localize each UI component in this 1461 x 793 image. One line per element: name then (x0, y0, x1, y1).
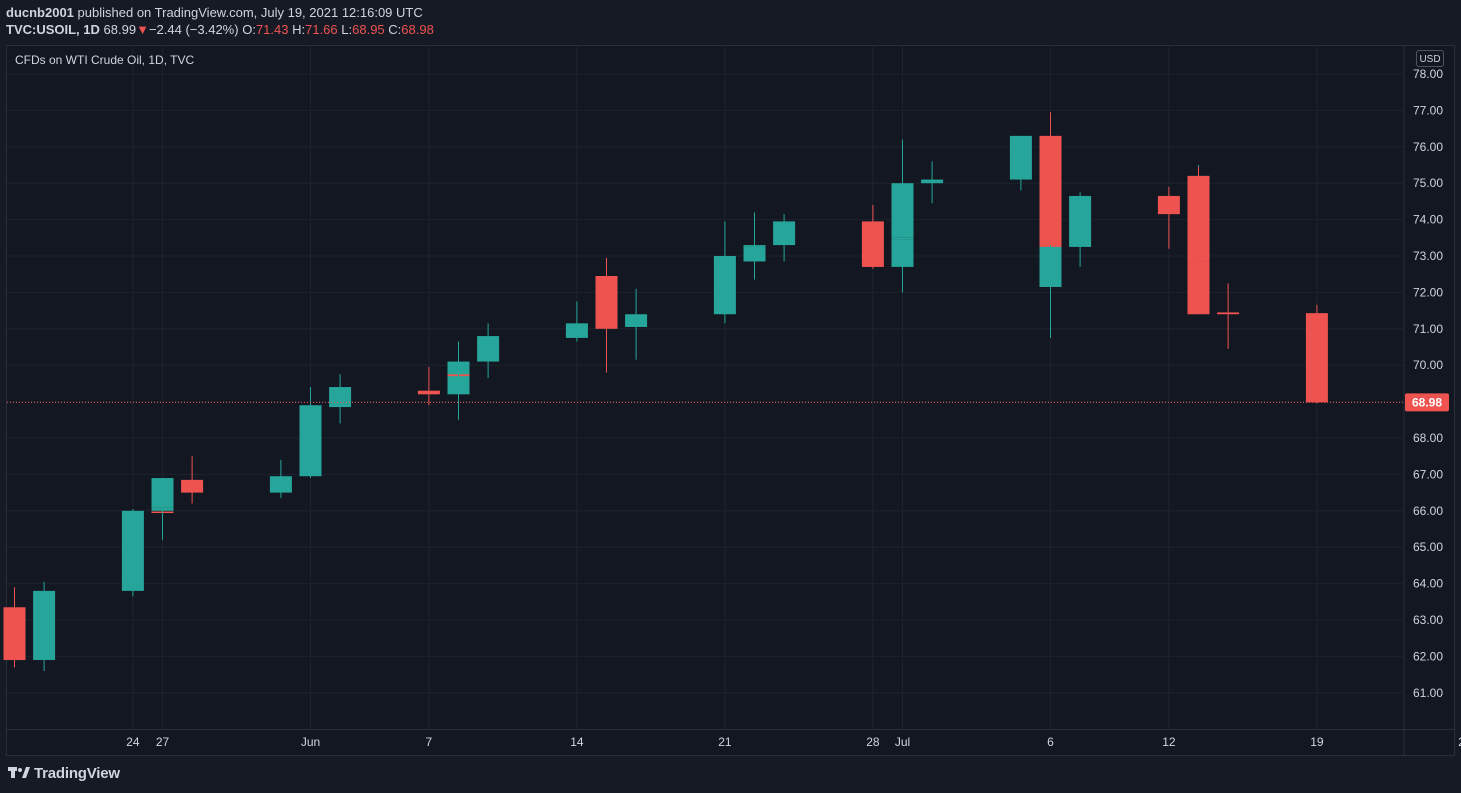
tradingview-logo-icon (8, 767, 30, 778)
time-tick-label: Jul (895, 735, 910, 749)
time-tick-label: 7 (426, 735, 433, 749)
last-price-badge (1405, 393, 1449, 412)
time-tick-label: 24 (126, 735, 140, 749)
last-price-label: 68.98 (1412, 395, 1442, 409)
candle-body[interactable] (921, 179, 944, 184)
candle-body[interactable] (1187, 261, 1210, 315)
footer-brand[interactable]: TradingView (8, 764, 120, 782)
candle-body[interactable] (1217, 312, 1240, 315)
candle-body[interactable] (713, 256, 736, 315)
price-tick-label: 67.00 (1413, 467, 1443, 481)
price-tick-label: 76.00 (1413, 140, 1443, 154)
candle-body[interactable] (1069, 195, 1092, 247)
last-price: 68.99 (103, 22, 137, 37)
time-tick-label: Jun (301, 735, 320, 749)
price-tick-label: 74.00 (1413, 213, 1443, 227)
time-tick-label: 6 (1047, 735, 1054, 749)
candle-body[interactable] (269, 476, 292, 493)
open-value: 71.43 (255, 22, 289, 37)
candle-body[interactable] (477, 336, 500, 362)
time-tick-label: 21 (718, 735, 732, 749)
published-text: published on TradingView.com, July 19, 2… (77, 5, 423, 20)
symbol-label: TVC:USOIL, 1D (6, 22, 100, 37)
time-tick-label: 19 (1310, 735, 1324, 749)
candle-body[interactable] (447, 361, 470, 375)
candle-body[interactable] (891, 183, 914, 238)
tradingview-brand-text: TradingView (34, 764, 120, 782)
candle-body[interactable] (595, 305, 618, 329)
price-change: −2.44 (−3.42%) (148, 22, 239, 37)
price-tick-label: 64.00 (1413, 577, 1443, 591)
candle-body[interactable] (299, 405, 322, 413)
candle-body[interactable] (181, 479, 204, 493)
time-tick-label: 27 (156, 735, 170, 749)
chart-legend[interactable]: CFDs on WTI Crude Oil, 1D, TVC (15, 53, 195, 67)
candle-body[interactable] (1009, 135, 1032, 180)
price-tick-label: 61.00 (1413, 686, 1443, 700)
candle-body[interactable] (417, 390, 440, 395)
candle-body[interactable] (121, 510, 144, 591)
candle-body[interactable] (299, 438, 322, 477)
author-name[interactable]: ducnb2001 (6, 5, 74, 20)
time-tick-label: 28 (866, 735, 880, 749)
candle-body[interactable] (861, 221, 884, 267)
candle-body[interactable] (1187, 175, 1210, 262)
time-tick-label: 26 (1458, 735, 1461, 749)
price-tick-label: 66.00 (1413, 504, 1443, 518)
candle-body[interactable] (33, 590, 56, 661)
candle-body[interactable] (743, 245, 766, 247)
low-label: L: (341, 22, 353, 37)
candle-body[interactable] (3, 607, 26, 661)
price-tick-label: 62.00 (1413, 649, 1443, 663)
candle-body[interactable] (1039, 246, 1062, 287)
high-value: 71.66 (305, 22, 338, 37)
candle-body[interactable] (625, 314, 648, 327)
price-tick-label: 71.00 (1413, 322, 1443, 336)
time-tick-label: 12 (1162, 735, 1176, 749)
price-tick-label: 77.00 (1413, 103, 1443, 117)
price-tick-label: 72.00 (1413, 285, 1443, 299)
price-tick-label: 78.00 (1413, 67, 1443, 81)
close-value: 68.98 (401, 22, 434, 37)
candle-body[interactable] (773, 221, 796, 246)
ohlc-line: TVC:USOIL, 1D 68.99▼−2.44 (−3.42%) O:71.… (6, 22, 434, 37)
price-tick-label: 65.00 (1413, 540, 1443, 554)
publish-header: ducnb2001 published on TradingView.com, … (0, 0, 1461, 44)
chart-pane[interactable] (6, 45, 1455, 756)
candle-body[interactable] (1305, 313, 1328, 403)
change-down-icon: ▼ (136, 22, 149, 37)
candle-body[interactable] (151, 478, 174, 508)
price-tick-label: 70.00 (1413, 358, 1443, 372)
close-label: C: (388, 22, 402, 37)
price-tick-label: 75.00 (1413, 176, 1443, 190)
candle-body[interactable] (565, 323, 588, 338)
candle-body[interactable] (1157, 195, 1180, 215)
price-tick-label: 68.00 (1413, 431, 1443, 445)
price-tick-label: 73.00 (1413, 249, 1443, 263)
candle-body[interactable] (329, 387, 352, 408)
time-tick-label: 14 (570, 735, 584, 749)
currency-badge[interactable]: USD (1416, 50, 1444, 67)
candle-body[interactable] (1039, 135, 1062, 231)
price-tick-label: 63.00 (1413, 613, 1443, 627)
low-value: 68.95 (352, 22, 385, 37)
publish-line: ducnb2001 published on TradingView.com, … (6, 5, 423, 20)
open-label: O: (242, 22, 256, 37)
high-label: H: (292, 22, 306, 37)
